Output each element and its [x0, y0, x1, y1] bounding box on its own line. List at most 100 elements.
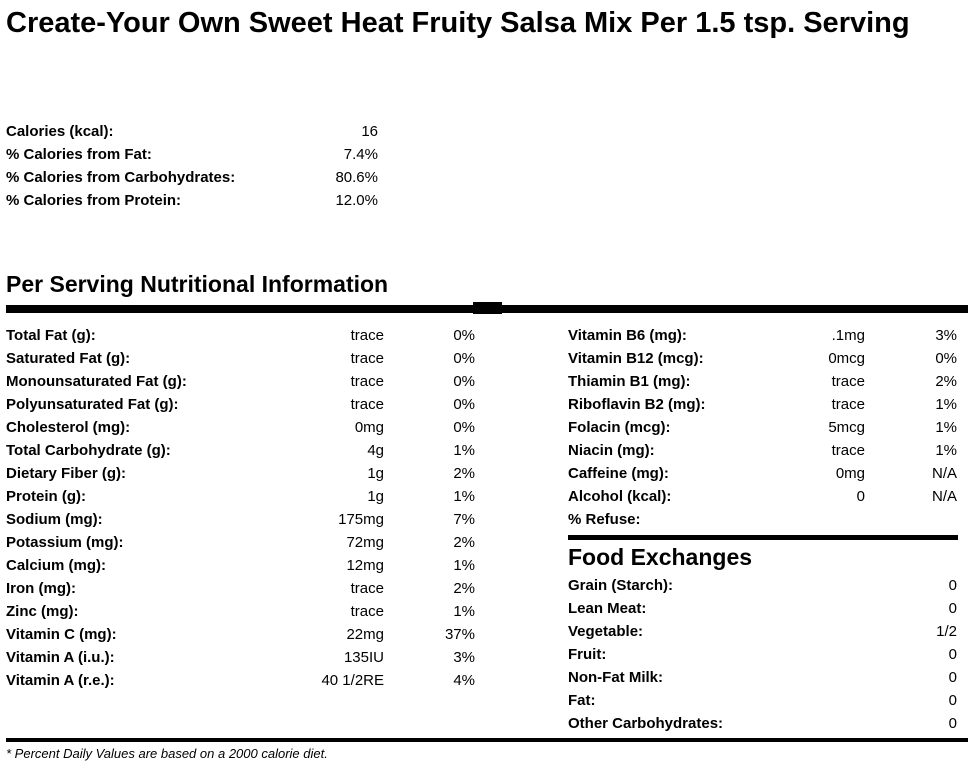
nutrient-row: Polyunsaturated Fat (g): trace 0% — [6, 393, 476, 416]
food-exchanges-divider — [568, 535, 958, 540]
exchange-label: Other Carbohydrates: — [568, 715, 724, 732]
nutrient-row: Vitamin A (r.e.): 40 1/2RE 4% — [6, 669, 476, 692]
nutrient-label: Alcohol (kcal): — [568, 488, 672, 505]
nutrient-amount: 72mg — [346, 534, 384, 551]
exchange-value: 0 — [948, 600, 957, 617]
nutrient-row: Saturated Fat (g): trace 0% — [6, 347, 476, 370]
nutrient-amount: trace — [350, 603, 384, 620]
nutrient-daily-value: 1% — [453, 488, 475, 505]
nutrient-row: Caffeine (mg): 0mg N/A — [568, 462, 968, 485]
nutrient-label: Vitamin C (mg): — [6, 626, 117, 643]
food-exchanges-list: Grain (Starch): 0 Lean Meat: 0 Vegetable: 1… — [568, 574, 968, 735]
nutrient-daily-value: 0% — [453, 327, 475, 344]
nutrient-daily-value: 37% — [444, 626, 475, 643]
nutrient-amount: 22mg — [346, 626, 384, 643]
nutrient-amount: trace — [350, 327, 384, 344]
nutrient-amount: trace — [831, 373, 865, 390]
nutrient-amount: .1mg — [831, 327, 865, 344]
exchange-row: Fat: 0 — [568, 689, 968, 712]
nutrient-row: Riboflavin B2 (mg): trace 1% — [568, 393, 968, 416]
nutrient-label: Iron (mg): — [6, 580, 76, 597]
food-exchanges-heading: Food Exchanges — [568, 544, 753, 570]
summary-label: % Calories from Carbohydrates: — [6, 169, 236, 186]
nutrient-daily-value: 0% — [453, 396, 475, 413]
nutrient-amount: trace — [831, 396, 865, 413]
nutrient-row: Zinc (mg): trace 1% — [6, 600, 476, 623]
exchange-label: Grain (Starch): — [568, 577, 674, 594]
exchange-value: 0 — [948, 692, 957, 709]
nutrient-label: Folacin (mcg): — [568, 419, 671, 436]
nutrient-row: Alcohol (kcal): 0 N/A — [568, 485, 968, 508]
nutrient-daily-value: N/A — [931, 465, 957, 482]
nutrient-label: Caffeine (mg): — [568, 465, 669, 482]
nutrition-heading: Per Serving Nutritional Information — [6, 271, 389, 297]
nutrient-row: Protein (g): 1g 1% — [6, 485, 476, 508]
nutrient-daily-value: 2% — [453, 465, 475, 482]
exchange-row: Lean Meat: 0 — [568, 597, 968, 620]
exchange-value: 0 — [948, 715, 957, 732]
nutrient-row: Cholesterol (mg): 0mg 0% — [6, 416, 476, 439]
nutrient-label: Monounsaturated Fat (g): — [6, 373, 187, 390]
nutrient-row: % Refuse: — [568, 508, 968, 531]
page-title: Create-Your Own Sweet Heat Fruity Salsa … — [6, 7, 910, 39]
nutrient-amount: trace — [350, 396, 384, 413]
exchange-row: Other Carbohydrates: 0 — [568, 712, 968, 735]
nutrient-label: Protein (g): — [6, 488, 86, 505]
nutrient-daily-value: 3% — [453, 649, 475, 666]
nutrient-row: Potassium (mg): 72mg 2% — [6, 531, 476, 554]
nutrient-row: Folacin (mcg): 5mcg 1% — [568, 416, 968, 439]
nutrient-amount: 0 — [856, 488, 865, 505]
summary-label: % Calories from Fat: — [6, 146, 152, 163]
nutrient-label: Calcium (mg): — [6, 557, 107, 574]
nutrient-label: Polyunsaturated Fat (g): — [6, 396, 179, 413]
nutrient-amount: trace — [350, 580, 384, 597]
nutrient-label: Total Fat (g): — [6, 327, 96, 344]
summary-value: 80.6% — [335, 169, 378, 186]
exchange-value: 1/2 — [936, 623, 957, 640]
nutrient-row: Sodium (mg): 175mg 7% — [6, 508, 476, 531]
nutrient-daily-value: 1% — [453, 442, 475, 459]
nutrient-list-right: Vitamin B6 (mg): .1mg 3% Vitamin B12 (mcg)… — [568, 324, 968, 531]
nutrient-label: Riboflavin B2 (mg): — [568, 396, 706, 413]
nutrient-label: Thiamin B1 (mg): — [568, 373, 691, 390]
exchange-row: Non-Fat Milk: 0 — [568, 666, 968, 689]
nutrient-daily-value: 2% — [453, 580, 475, 597]
nutrient-amount: 12mg — [346, 557, 384, 574]
nutrient-label: Cholesterol (mg): — [6, 419, 131, 436]
nutrient-label: Vitamin B6 (mg): — [568, 327, 687, 344]
nutrient-daily-value: 0% — [453, 373, 475, 390]
summary-label: Calories (kcal): — [6, 123, 114, 140]
nutrient-row: Total Fat (g): trace 0% — [6, 324, 476, 347]
exchange-label: Lean Meat: — [568, 600, 647, 617]
nutrient-daily-value: 1% — [935, 442, 957, 459]
exchange-value: 0 — [948, 669, 957, 686]
nutrient-row: Total Carbohydrate (g): 4g 1% — [6, 439, 476, 462]
nutrient-daily-value: N/A — [931, 488, 957, 505]
nutrient-label: Dietary Fiber (g): — [6, 465, 127, 482]
nutrient-row: Dietary Fiber (g): 1g 2% — [6, 462, 476, 485]
nutrient-label: Niacin (mg): — [568, 442, 655, 459]
nutrient-daily-value: 0% — [453, 350, 475, 367]
nutrient-amount: 5mcg — [828, 419, 865, 436]
nutrient-label: Vitamin A (i.u.): — [6, 649, 115, 666]
nutrient-label: Vitamin A (r.e.): — [6, 672, 115, 689]
exchange-label: Vegetable: — [568, 623, 644, 640]
nutrient-daily-value: 2% — [935, 373, 957, 390]
nutrient-amount: 1g — [367, 488, 384, 505]
nutrient-daily-value: 1% — [453, 557, 475, 574]
nutrient-amount: 0mg — [354, 419, 384, 436]
nutrient-label: Total Carbohydrate (g): — [6, 442, 171, 459]
nutrient-label: Potassium (mg): — [6, 534, 124, 551]
nutrient-row: Monounsaturated Fat (g): trace 0% — [6, 370, 476, 393]
exchange-label: Fruit: — [568, 646, 607, 663]
nutrient-daily-value: 0% — [935, 350, 957, 367]
nutrient-daily-value: 1% — [935, 419, 957, 436]
nutrient-amount: 1g — [367, 465, 384, 482]
nutrient-row: Vitamin B6 (mg): .1mg 3% — [568, 324, 968, 347]
nutrient-daily-value: 1% — [453, 603, 475, 620]
nutrient-label: Sodium (mg): — [6, 511, 103, 528]
nutrient-label: % Refuse: — [568, 511, 641, 528]
exchange-value: 0 — [948, 577, 957, 594]
nutrient-amount: 175mg — [338, 511, 384, 528]
nutrient-amount: 4g — [367, 442, 384, 459]
